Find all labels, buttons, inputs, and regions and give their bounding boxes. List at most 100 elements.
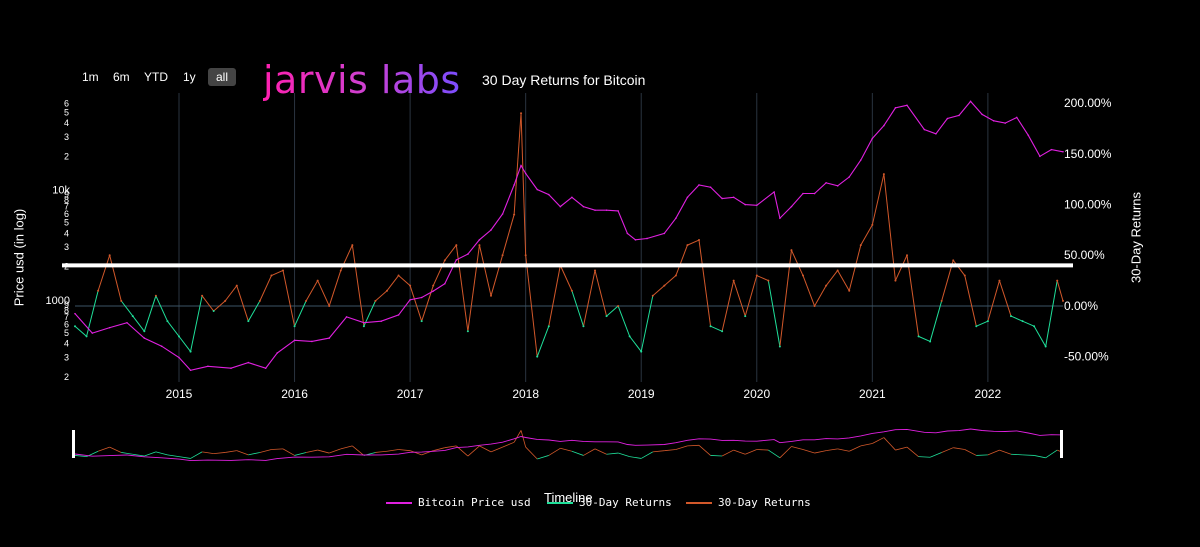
price-point bbox=[247, 361, 250, 364]
price-point bbox=[958, 114, 960, 117]
slider-returns-segment bbox=[964, 449, 977, 456]
price-point bbox=[871, 137, 874, 140]
returns-point bbox=[744, 315, 747, 318]
returns-segment bbox=[455, 245, 469, 332]
slider-returns-segment bbox=[502, 441, 515, 448]
price-point bbox=[906, 104, 908, 107]
returns-segment bbox=[1045, 280, 1058, 347]
slider-returns-segment bbox=[409, 450, 422, 456]
price-point bbox=[501, 213, 504, 215]
returns-point bbox=[258, 299, 261, 302]
x-tick-label: 2022 bbox=[975, 387, 1002, 401]
y-left-minor-tick-label: 8 bbox=[64, 306, 69, 316]
slider-returns-segment bbox=[271, 448, 284, 450]
slider-returns-segment bbox=[895, 446, 908, 451]
slider-handle-right[interactable] bbox=[1060, 430, 1063, 458]
returns-point bbox=[963, 274, 966, 277]
price-point bbox=[1015, 116, 1018, 119]
range-button-ytd[interactable]: YTD bbox=[144, 70, 168, 84]
returns-point bbox=[178, 335, 180, 338]
legend-swatch-returns-negative bbox=[547, 501, 573, 504]
slider-returns-segment bbox=[155, 451, 168, 456]
returns-segment bbox=[848, 244, 862, 291]
returns-point bbox=[270, 274, 273, 277]
y-left-minor-tick-label: 3 bbox=[64, 132, 69, 142]
price-point bbox=[582, 205, 585, 208]
slider-returns-segment bbox=[202, 451, 214, 455]
returns-segment bbox=[687, 239, 700, 246]
legend-item-price[interactable]: Bitcoin Price usd bbox=[386, 496, 531, 509]
range-button-1m[interactable]: 1m bbox=[82, 70, 99, 84]
returns-segment bbox=[502, 214, 515, 256]
y-left-minor-tick-label: 8 bbox=[64, 195, 69, 205]
returns-point bbox=[108, 254, 111, 257]
returns-segment bbox=[825, 270, 839, 286]
returns-point bbox=[362, 325, 365, 328]
returns-point bbox=[617, 304, 620, 307]
returns-segment bbox=[929, 300, 943, 342]
returns-segment bbox=[1056, 280, 1064, 302]
returns-segment bbox=[559, 265, 573, 291]
slider-returns-segment bbox=[467, 445, 480, 457]
slider-returns-segment bbox=[109, 446, 122, 453]
price-point bbox=[513, 184, 515, 186]
price-point bbox=[126, 321, 128, 324]
returns-segment bbox=[837, 270, 850, 291]
returns-segment bbox=[744, 275, 758, 317]
returns-point bbox=[520, 112, 523, 115]
slider-handle-left[interactable] bbox=[72, 430, 75, 458]
returns-segment bbox=[224, 285, 238, 302]
price-point bbox=[74, 312, 76, 315]
slider-returns-segment bbox=[548, 447, 561, 456]
slider-returns-segment bbox=[132, 453, 145, 457]
returns-segment bbox=[710, 325, 723, 332]
slider-returns-segment bbox=[167, 454, 180, 458]
returns-segment bbox=[594, 270, 608, 317]
slider-returns-segment bbox=[802, 449, 815, 454]
price-point bbox=[894, 107, 897, 109]
returns-point bbox=[305, 299, 308, 302]
price-point bbox=[773, 191, 775, 193]
returns-point bbox=[120, 299, 123, 302]
returns-segment bbox=[190, 295, 203, 352]
slider-returns-segment bbox=[525, 446, 538, 460]
price-point bbox=[663, 232, 666, 235]
returns-point bbox=[386, 289, 388, 292]
y-left-minor-tick-label: 4 bbox=[64, 118, 69, 128]
returns-segment bbox=[1010, 315, 1023, 322]
slider-returns-segment bbox=[883, 437, 896, 451]
range-button-1y[interactable]: 1y bbox=[183, 70, 196, 84]
returns-point bbox=[778, 345, 781, 348]
range-button-6m[interactable]: 6m bbox=[113, 70, 130, 84]
returns-segment bbox=[1033, 325, 1047, 347]
price-point bbox=[969, 100, 972, 103]
returns-segment bbox=[964, 275, 977, 327]
returns-segment bbox=[74, 325, 87, 337]
returns-point bbox=[952, 259, 955, 262]
slider-returns-segment bbox=[999, 449, 1012, 455]
returns-segment bbox=[305, 280, 319, 302]
returns-segment bbox=[698, 239, 712, 327]
returns-point bbox=[767, 279, 770, 282]
returns-point bbox=[975, 325, 978, 328]
range-button-all[interactable]: all bbox=[208, 68, 237, 86]
slider-returns-segment bbox=[178, 456, 191, 459]
returns-point bbox=[802, 274, 804, 277]
returns-segment bbox=[664, 275, 677, 287]
legend-item-returns-negative[interactable]: 30-Day Returns bbox=[547, 496, 672, 509]
returns-segment bbox=[582, 270, 596, 327]
returns-segment bbox=[351, 245, 365, 327]
returns-segment bbox=[675, 244, 688, 276]
slider-returns-segment bbox=[571, 450, 584, 456]
slider-returns-segment bbox=[814, 450, 827, 454]
returns-point bbox=[836, 269, 839, 272]
returns-point bbox=[1062, 299, 1064, 302]
y-right-tick-label: 150.00% bbox=[1064, 147, 1112, 161]
returns-point bbox=[374, 299, 377, 302]
slider-returns-segment bbox=[976, 454, 988, 456]
returns-point bbox=[848, 289, 851, 292]
returns-point bbox=[154, 294, 157, 297]
legend-item-returns-positive[interactable]: 30-Day Returns bbox=[686, 496, 811, 509]
returns-segment bbox=[790, 249, 804, 276]
returns-segment bbox=[109, 255, 122, 301]
